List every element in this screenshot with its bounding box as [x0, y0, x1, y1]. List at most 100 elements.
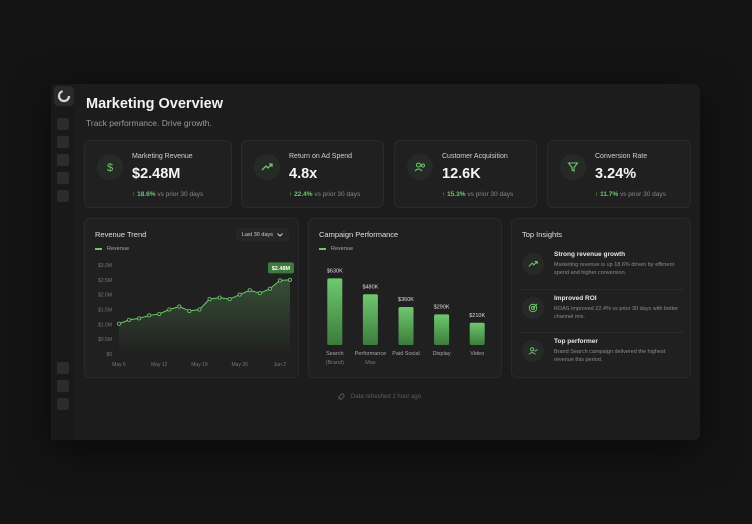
app-window: Marketing Overview Track performance. Dr… — [51, 84, 700, 440]
kpi-value: $2.48M — [132, 166, 181, 182]
data-point — [217, 295, 222, 300]
insight-item[interactable]: Top performer Brand Search campaign deli… — [520, 338, 684, 374]
y-tick-label: $1.0M — [98, 322, 112, 328]
value-callout — [267, 262, 294, 274]
date-range-label: Last 30 days — [241, 231, 273, 238]
bar-value-label: $360K — [398, 297, 414, 303]
divider — [520, 289, 684, 290]
insight-desc: Brand Search campaign delivered the high… — [554, 349, 666, 363]
nav-item-7[interactable] — [57, 380, 69, 392]
category-label: (Brand) — [326, 360, 345, 366]
data-point — [177, 304, 182, 309]
bar-value-label: $210K — [469, 313, 485, 319]
kpi-label: Marketing Revenue — [132, 153, 193, 160]
trend-up-icon — [254, 154, 280, 180]
bar-value-label: $480K — [362, 284, 378, 290]
data-point — [137, 316, 142, 321]
svg-text:$: $ — [107, 162, 113, 173]
kpi-card-conversion[interactable]: Conversion Rate 3.24% ↑ 11.7% vs prior 3… — [547, 140, 691, 208]
nav-item-1[interactable] — [57, 118, 69, 130]
chevron-down-icon — [277, 232, 283, 237]
y-tick-label: $1.5M — [98, 308, 112, 314]
users-icon — [407, 154, 433, 180]
nav-item-6[interactable] — [57, 362, 69, 374]
campaign-bar-chart: $630K Search (Brand) $480K Performance Max $36… — [326, 268, 486, 366]
chart-legend: Revenue — [95, 246, 129, 252]
insight-item[interactable]: Improved ROI ROAS improved 22.4% vs prio… — [520, 295, 684, 331]
data-point — [277, 278, 282, 283]
insight-title: Strong revenue growth — [554, 251, 626, 258]
y-tick-label: $2.0M — [98, 293, 112, 299]
category-label: Paid Social — [392, 351, 420, 357]
kpi-card-revenue[interactable]: $ Marketing Revenue $2.48M ↑ 18.6% vs pr… — [84, 140, 232, 208]
insight-item[interactable]: Strong revenue growth Marketing revenue … — [520, 251, 684, 287]
kpi-card-roas[interactable]: Return on Ad Spend 4.8x ↑ 22.4% vs prior… — [241, 140, 384, 208]
kpi-delta: ↑ 15.3% vs prior 30 days — [442, 191, 514, 198]
date-range-select[interactable]: Last 30 days — [235, 228, 289, 241]
y-tick-label: $0 — [106, 352, 112, 358]
refresh-text: Data refreshed 1 hour ago — [351, 394, 422, 400]
category-label: Max — [365, 360, 376, 366]
kpi-card-acquisition[interactable]: Customer Acquisition 12.6K ↑ 15.3% vs pr… — [394, 140, 537, 208]
y-tick-label: $2.5M — [98, 278, 112, 284]
campaign-performance-panel: Campaign Performance Revenue $630K Search… — [308, 218, 502, 378]
kpi-label: Customer Acquisition — [442, 153, 508, 160]
data-point — [147, 313, 152, 318]
kpi-delta: ↑ 22.4% vs prior 30 days — [289, 191, 361, 198]
revenue-trend-panel: Revenue Trend Last 30 days Revenue $0 $0.… — [84, 218, 299, 378]
data-point — [127, 317, 132, 322]
logo-icon — [57, 89, 71, 103]
data-point — [247, 288, 252, 293]
divider — [520, 332, 684, 333]
data-point — [267, 286, 272, 291]
x-tick-label: May 19 — [191, 362, 208, 368]
kpi-label: Conversion Rate — [595, 153, 648, 160]
bar — [327, 278, 343, 345]
nav-item-8[interactable] — [57, 398, 69, 410]
x-tick-label: May 6 — [112, 362, 126, 368]
logo[interactable] — [54, 86, 74, 106]
nav-item-5[interactable] — [57, 190, 69, 202]
top-insights-panel: Top Insights Strong revenue growth Marke… — [511, 218, 691, 378]
data-point — [117, 321, 122, 326]
nav-item-3[interactable] — [57, 154, 69, 166]
kpi-delta: ↑ 18.6% vs prior 30 days — [132, 191, 204, 198]
y-tick-label: $0.5M — [98, 337, 112, 343]
nav-item-2[interactable] — [57, 136, 69, 148]
data-point — [167, 307, 172, 312]
category-label: Search — [326, 351, 343, 357]
kpi-value: 3.24% — [595, 166, 637, 182]
kpi-value: 4.8x — [289, 166, 318, 182]
kpi-delta: ↑ 11.7% vs prior 30 days — [595, 191, 666, 198]
data-point — [287, 277, 292, 282]
x-tick-label: May 12 — [151, 362, 168, 368]
dollar-icon: $ — [97, 154, 123, 180]
kpi-value: 12.6K — [442, 166, 481, 182]
bar-value-label: $630K — [327, 268, 343, 274]
nav-item-4[interactable] — [57, 172, 69, 184]
bar — [469, 322, 485, 345]
insight-title: Top performer — [554, 338, 598, 345]
data-point — [227, 297, 232, 302]
panel-title: Top Insights — [522, 230, 563, 239]
insight-title: Improved ROI — [554, 295, 597, 302]
x-tick-label: Jun 2 — [274, 362, 286, 368]
kpi-label: Return on Ad Spend — [289, 153, 353, 160]
user-check-icon — [522, 340, 544, 362]
panel-title: Campaign Performance — [319, 230, 399, 239]
insight-desc: Marketing revenue is up 18.6% driven by … — [554, 262, 675, 276]
data-point — [187, 308, 192, 313]
rocket-icon — [338, 393, 345, 400]
data-point — [237, 292, 242, 297]
page-title: Marketing Overview — [86, 96, 223, 112]
refresh-status: Data refreshed 1 hour ago — [337, 393, 421, 401]
chart-legend: Revenue — [319, 246, 353, 252]
bar-value-label: $290K — [434, 304, 450, 310]
data-point — [207, 297, 212, 302]
bar — [362, 294, 378, 345]
value-callout-label: $2.48M — [272, 266, 291, 272]
category-label: Video — [470, 351, 484, 357]
category-label: Display — [433, 351, 451, 357]
data-point — [197, 307, 202, 312]
x-tick-label: May 26 — [232, 362, 249, 368]
